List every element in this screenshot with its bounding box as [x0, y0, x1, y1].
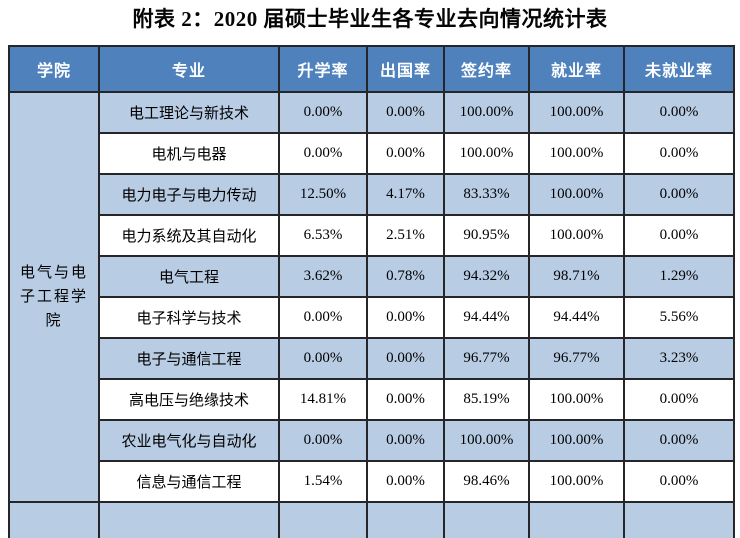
rate-cell: 2.51%	[366, 214, 445, 257]
rate-cell: 0.00%	[278, 419, 368, 462]
college-cell: 电气与电子工程学院	[8, 91, 100, 503]
rate-cell: 12.50%	[278, 173, 368, 216]
rate-cell: 0.00%	[366, 419, 445, 462]
rate-cell: 100.00%	[528, 419, 625, 462]
table-row-partial	[8, 501, 735, 538]
rate-cell: 6.53%	[278, 214, 368, 257]
rate-cell: 0.00%	[366, 132, 445, 175]
rate-cell: 94.32%	[443, 255, 530, 298]
rate-cell: 1.54%	[278, 460, 368, 503]
table-row: 电力电子与电力传动 12.50% 4.17% 83.33% 100.00% 0.…	[9, 173, 735, 216]
column-header-major: 专业	[98, 45, 280, 93]
rate-cell: 100.00%	[528, 91, 625, 134]
major-cell: 电力电子与电力传动	[98, 173, 280, 216]
major-cell: 电工理论与新技术	[98, 91, 280, 134]
rate-cell: 14.81%	[278, 378, 368, 421]
rate-cell: 3.23%	[623, 337, 735, 380]
rate-cell: 0.00%	[278, 296, 368, 339]
major-cell: 电气工程	[98, 255, 280, 298]
rate-cell: 4.17%	[366, 173, 445, 216]
major-cell	[98, 501, 280, 538]
table-row: 电力系统及其自动化 6.53% 2.51% 90.95% 100.00% 0.0…	[9, 214, 735, 257]
rate-cell: 100.00%	[443, 132, 530, 175]
rate-cell	[443, 501, 530, 538]
rate-cell: 5.56%	[623, 296, 735, 339]
column-header-unemployment-rate: 未就业率	[623, 45, 735, 93]
table-row: 电气与电子工程学院 电工理论与新技术 0.00% 0.00% 100.00% 1…	[8, 91, 735, 503]
rate-cell: 0.00%	[623, 460, 735, 503]
major-cell: 农业电气化与自动化	[98, 419, 280, 462]
major-cell: 信息与通信工程	[98, 460, 280, 503]
table-row: 电子科学与技术 0.00% 0.00% 94.44% 94.44% 5.56%	[9, 296, 735, 339]
rate-cell: 0.00%	[278, 91, 368, 134]
rate-cell: 0.00%	[623, 214, 735, 257]
rate-cell: 0.00%	[623, 173, 735, 216]
rate-cell: 0.00%	[278, 132, 368, 175]
column-header-employment-rate: 就业率	[528, 45, 625, 93]
column-header-college: 学院	[8, 45, 100, 93]
rate-cell: 0.00%	[366, 378, 445, 421]
major-cell: 电机与电器	[98, 132, 280, 175]
graduate-destination-table: 学院 专业 升学率 出国率 签约率 就业率 未就业率 电气与电子工程学院 电工理…	[8, 45, 735, 538]
rate-cell: 0.00%	[366, 460, 445, 503]
rate-cell: 3.62%	[278, 255, 368, 298]
rate-cell: 100.00%	[443, 419, 530, 462]
rate-cell	[623, 501, 735, 538]
table-row: 电子与通信工程 0.00% 0.00% 96.77% 96.77% 3.23%	[9, 337, 735, 380]
table-row: 农业电气化与自动化 0.00% 0.00% 100.00% 100.00% 0.…	[9, 419, 735, 462]
rate-cell: 98.46%	[443, 460, 530, 503]
rate-cell: 83.33%	[443, 173, 530, 216]
rate-cell: 94.44%	[528, 296, 625, 339]
rate-cell: 0.00%	[366, 337, 445, 380]
table-row: 电气工程 3.62% 0.78% 94.32% 98.71% 1.29%	[9, 255, 735, 298]
rate-cell	[366, 501, 445, 538]
table-row: 高电压与绝缘技术 14.81% 0.00% 85.19% 100.00% 0.0…	[9, 378, 735, 421]
rate-cell: 100.00%	[443, 91, 530, 134]
rate-cell: 100.00%	[528, 173, 625, 216]
column-header-contract-rate: 签约率	[443, 45, 530, 93]
table-row: 信息与通信工程 1.54% 0.00% 98.46% 100.00% 0.00%	[9, 460, 735, 503]
page-title: 附表 2：2020 届硕士毕业生各专业去向情况统计表	[132, 7, 608, 31]
rate-cell: 1.29%	[623, 255, 735, 298]
major-cell: 高电压与绝缘技术	[98, 378, 280, 421]
major-cell: 电子科学与技术	[98, 296, 280, 339]
rate-cell: 0.00%	[623, 132, 735, 175]
rate-cell: 0.00%	[278, 337, 368, 380]
rate-cell: 98.71%	[528, 255, 625, 298]
rate-cell	[278, 501, 368, 538]
rate-cell: 90.95%	[443, 214, 530, 257]
rate-cell: 0.00%	[366, 91, 445, 134]
major-cell: 电子与通信工程	[98, 337, 280, 380]
rate-cell: 0.00%	[623, 419, 735, 462]
table-row: 电机与电器 0.00% 0.00% 100.00% 100.00% 0.00%	[9, 132, 735, 175]
table-header-row: 学院 专业 升学率 出国率 签约率 就业率 未就业率	[8, 45, 735, 93]
rate-cell: 85.19%	[443, 378, 530, 421]
column-header-abroad-rate: 出国率	[366, 45, 445, 93]
college-cell	[8, 501, 100, 538]
rate-cell: 94.44%	[443, 296, 530, 339]
rate-cell: 100.00%	[528, 132, 625, 175]
rate-cell: 0.00%	[623, 378, 735, 421]
rate-cell	[528, 501, 625, 538]
rate-cell: 96.77%	[443, 337, 530, 380]
rate-cell: 0.00%	[623, 91, 735, 134]
rate-cell: 0.78%	[366, 255, 445, 298]
column-header-further-study-rate: 升学率	[278, 45, 368, 93]
major-cell: 电力系统及其自动化	[98, 214, 280, 257]
rate-cell: 100.00%	[528, 214, 625, 257]
rate-cell: 100.00%	[528, 378, 625, 421]
rate-cell: 96.77%	[528, 337, 625, 380]
rate-cell: 100.00%	[528, 460, 625, 503]
rate-cell: 0.00%	[366, 296, 445, 339]
